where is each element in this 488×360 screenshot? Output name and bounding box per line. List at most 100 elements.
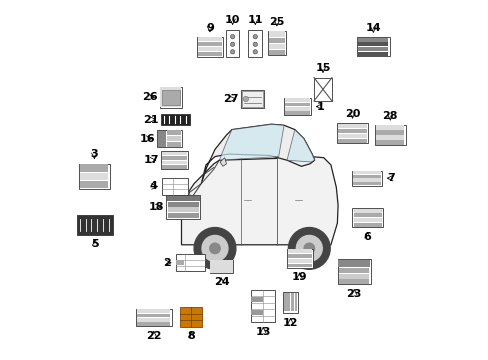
Polygon shape	[181, 154, 337, 245]
Circle shape	[194, 228, 235, 269]
Bar	[162, 161, 186, 165]
Text: 5: 5	[91, 239, 99, 249]
Bar	[198, 37, 222, 41]
Circle shape	[230, 42, 234, 46]
Bar	[160, 87, 181, 107]
Bar	[251, 297, 262, 302]
Text: 21: 21	[143, 114, 159, 125]
Bar	[167, 213, 199, 218]
Circle shape	[304, 243, 314, 253]
Bar	[339, 279, 368, 284]
Bar	[338, 129, 366, 133]
Bar	[180, 307, 202, 327]
Bar	[79, 164, 109, 189]
Bar	[337, 123, 367, 143]
Polygon shape	[219, 124, 284, 160]
Text: 2: 2	[163, 258, 170, 268]
Text: 4: 4	[149, 181, 157, 192]
Bar	[351, 171, 382, 186]
Bar	[162, 156, 186, 160]
Polygon shape	[220, 158, 226, 166]
Text: 25: 25	[269, 17, 284, 27]
Bar	[283, 293, 286, 311]
Bar	[80, 181, 108, 188]
Bar	[242, 91, 263, 107]
Bar	[353, 218, 381, 222]
Ellipse shape	[182, 190, 190, 202]
Bar	[167, 202, 199, 207]
Bar	[286, 249, 312, 268]
Bar	[358, 38, 387, 42]
Bar	[337, 259, 370, 284]
Bar	[285, 98, 309, 102]
Bar	[290, 293, 293, 311]
Bar	[268, 50, 285, 55]
Bar	[375, 130, 404, 135]
Bar	[283, 292, 297, 313]
Bar	[159, 87, 182, 108]
Bar	[353, 209, 381, 213]
Text: 3: 3	[90, 149, 98, 159]
Text: 14: 14	[365, 23, 381, 33]
Bar	[167, 196, 199, 201]
Bar	[287, 293, 289, 311]
Bar	[197, 37, 223, 57]
Bar	[167, 130, 180, 135]
Bar	[225, 30, 239, 57]
Bar	[210, 260, 232, 273]
Bar	[166, 196, 200, 201]
Circle shape	[253, 42, 257, 46]
Bar	[375, 126, 404, 130]
Text: 27: 27	[223, 94, 239, 104]
Bar	[80, 165, 108, 172]
Circle shape	[288, 228, 329, 269]
Circle shape	[243, 96, 248, 102]
Bar	[287, 249, 311, 253]
Circle shape	[253, 50, 257, 54]
Bar	[339, 274, 368, 279]
Bar	[198, 42, 222, 46]
Bar	[284, 98, 311, 115]
Text: 15: 15	[315, 63, 330, 73]
Bar	[358, 47, 387, 51]
Bar	[338, 139, 366, 143]
Bar	[351, 208, 382, 227]
Bar	[250, 290, 275, 322]
Text: 6: 6	[363, 231, 371, 242]
Text: 20: 20	[344, 109, 360, 119]
Circle shape	[209, 243, 220, 253]
Bar	[137, 314, 170, 317]
Bar	[162, 178, 188, 195]
Bar	[137, 318, 170, 321]
Bar	[160, 114, 190, 125]
Bar	[294, 293, 297, 311]
Polygon shape	[201, 124, 314, 184]
Bar	[313, 78, 331, 101]
Bar	[352, 175, 380, 178]
Text: 17: 17	[143, 155, 159, 165]
Text: 11: 11	[247, 15, 263, 25]
Text: 8: 8	[187, 331, 195, 341]
Bar	[268, 31, 285, 37]
Bar	[352, 182, 380, 185]
Bar	[287, 254, 311, 258]
Text: 19: 19	[291, 272, 307, 282]
Bar	[157, 130, 182, 147]
Bar	[158, 131, 165, 147]
Bar	[375, 135, 404, 140]
Bar	[80, 173, 108, 180]
Text: 16: 16	[140, 134, 155, 144]
Bar	[268, 31, 285, 55]
Bar	[198, 52, 222, 56]
Bar	[338, 260, 369, 267]
Text: 24: 24	[213, 277, 229, 287]
Bar	[285, 107, 309, 111]
Circle shape	[202, 235, 227, 261]
Bar	[161, 151, 187, 169]
Circle shape	[230, 35, 234, 39]
Text: 9: 9	[205, 23, 213, 32]
Polygon shape	[286, 130, 314, 162]
Bar	[167, 136, 180, 141]
Text: 10: 10	[224, 15, 240, 25]
Bar	[352, 179, 380, 182]
